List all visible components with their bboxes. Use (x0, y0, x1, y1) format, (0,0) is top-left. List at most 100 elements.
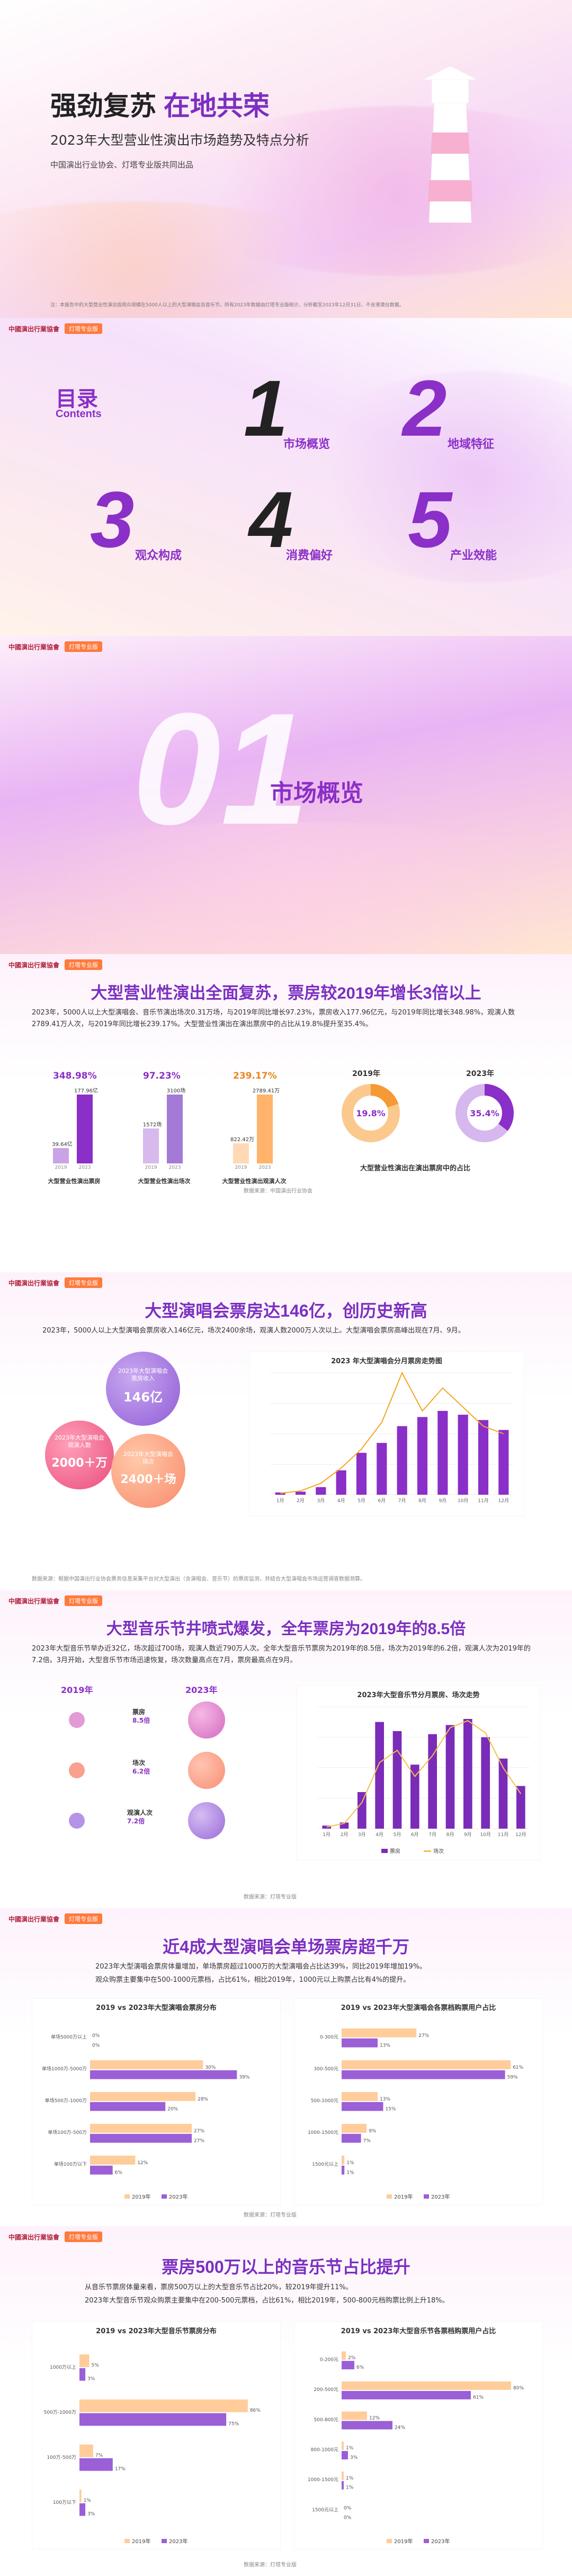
section-wave (0, 822, 572, 954)
bar-value: 0% (92, 2033, 100, 2039)
bar (375, 1722, 384, 1829)
bar-value: 75% (228, 2422, 239, 2427)
bar (516, 1786, 525, 1829)
bar-value: 822.42万 (230, 1137, 254, 1143)
x-tick: 10月 (480, 1832, 490, 1838)
group-label: 大型营业性演出观演人次 (222, 1178, 287, 1185)
x-tick: 10月 (458, 1498, 468, 1504)
bar (342, 2441, 344, 2450)
festival-boxoffice-dist-chart: 2019 vs 2023年大型音乐节票房分布 1000万以上 5% 3% 500万-10… (32, 2322, 281, 2549)
bar (356, 1452, 367, 1495)
category-label: 100万-500万 (47, 2455, 76, 2460)
toc-item-2[interactable]: 2 地域特征 (403, 364, 494, 453)
bar-2019 (143, 1128, 159, 1163)
toc-item-5[interactable]: 5 产业效能 (408, 475, 497, 564)
bar-value: 2% (348, 2356, 356, 2361)
bar-value: 1% (346, 2446, 354, 2451)
bar (428, 1734, 437, 1829)
cover-note: 注：本报告中的大型营业性演出指观众规模在5000人以上的大型演唱会及音乐节。所有… (50, 303, 404, 308)
bar (342, 2070, 505, 2079)
bar-value: 9% (369, 2129, 377, 2134)
festival-row-shows: 场次 6.2倍 (132, 1759, 150, 1776)
slide-body-2: 2023年大型音乐节观众购票主要集中在200-500元票档，占比61%，相比20… (85, 2297, 449, 2305)
x-tick: 12月 (498, 1498, 509, 1504)
bar (410, 1765, 419, 1829)
category-label: 单场100万-500万 (48, 2129, 87, 2136)
toc-item-3[interactable]: 3 观众构成 (90, 475, 182, 564)
bar (342, 2472, 344, 2480)
bar (90, 2165, 113, 2175)
bar (342, 2351, 346, 2360)
bar (79, 2368, 86, 2381)
legend-label: 2019年 (132, 2193, 150, 2200)
bar-value: 1% (346, 2485, 354, 2491)
bar-value: 59% (507, 2075, 518, 2080)
bar-2019 (53, 1148, 69, 1163)
slide-body-1: 2023年大型演唱会票房体量增加，单场票房超过1000万的大型演唱会占比达39%… (95, 1963, 427, 1971)
bar-2023 (257, 1095, 273, 1163)
bar (90, 2156, 136, 2165)
chart-frame (294, 1998, 543, 2205)
bubble-2023 (188, 1752, 225, 1789)
bar (90, 2124, 192, 2133)
legend-label: 2023年 (169, 2193, 187, 2200)
cpaa-logo: 中國演出行業協會 (8, 325, 60, 333)
x-tick: 8月 (446, 1832, 454, 1838)
category-label: 单场100万以下 (54, 2161, 87, 2167)
toc-item-1[interactable]: 1 市场概览 (244, 364, 330, 453)
toc-num: 3 (90, 475, 135, 564)
concerts-slide: 中國演出行業協會 灯塔专业版 大型演唱会票房达146亿，创历史新高 2023年，… (0, 1272, 572, 1590)
bar-value: 1% (346, 2160, 354, 2166)
growth-pct: 348.98% (53, 1071, 97, 1081)
toc-num: 5 (408, 475, 452, 564)
category-label: 单场500万-1000万 (45, 2097, 87, 2104)
legend-swatch (162, 2194, 167, 2199)
festival-price-dist-chart: 2019 vs 2023年大型音乐节各票档购票用户占比 0-200元 2%6% 200… (294, 2322, 543, 2549)
toc-num: 2 (403, 364, 447, 453)
slide-body: 2023年，5000人以上大型演唱会、音乐节演出场次0.31万场，与2019年同… (32, 1009, 515, 1028)
legend-label: 2023年 (431, 2538, 450, 2545)
slide-body: 2023年，5000人以上大型演唱会票房收入146亿元，场次2400余场，观演人… (42, 1327, 465, 1335)
toc-label: 地域特征 (448, 437, 495, 451)
cpaa-logo: 中國演出行業協會 (8, 1279, 60, 1287)
bar-value: 86% (250, 2408, 261, 2413)
concert-price-dist-chart: 2019 vs 2023年大型演唱会各票档购票用户占比 0-300元 27% 13% 3… (294, 1998, 543, 2205)
logo-bar: 中國演出行業協會 灯塔专业版 (8, 2231, 103, 2242)
bar (316, 1487, 326, 1495)
bubble-label: 2023年大型演唱会场次 (123, 1451, 173, 1465)
toc-item-4[interactable]: 4 消费偏好 (249, 480, 333, 562)
legend-swatch (424, 2194, 429, 2199)
bar (339, 1822, 349, 1829)
bubble-value: 2000＋万 (51, 1457, 108, 1470)
x-tick: 6月 (378, 1498, 386, 1504)
x-tick: 5月 (358, 1498, 365, 1504)
category-label: 500-1000元 (311, 2098, 338, 2104)
bar (90, 2092, 196, 2101)
toc-num: 1 (244, 364, 288, 453)
group-label: 大型营业性演出票房 (48, 1178, 101, 1185)
bar (445, 1725, 455, 1829)
bar-value: 27% (194, 2129, 204, 2134)
cover-slide: 强劲复苏 在地共荣 2023年大型营业性演出市场趋势及特点分析 中国演出行业协会… (0, 0, 572, 318)
bar-value: 6% (115, 2171, 123, 2176)
legend-label: 2019年 (394, 2193, 413, 2200)
cpaa-logo: 中國演出行業協會 (8, 2233, 60, 2241)
bar (342, 2381, 511, 2390)
source: 数据来源：灯塔专业版 (244, 2212, 297, 2218)
bar (342, 2165, 345, 2175)
bar (79, 2413, 227, 2426)
x-tick: 2月 (297, 1498, 305, 1504)
logo-bar: 中國演出行業協會 灯塔专业版 (8, 1277, 103, 1288)
damai-logo: 灯塔专业版 (65, 323, 103, 334)
group-label: 大型营业性演出场次 (138, 1178, 191, 1185)
bar-value: 1% (84, 2498, 92, 2503)
bar (90, 2070, 237, 2079)
bar (342, 2451, 348, 2460)
cover-title: 强劲复苏 在地共荣 (50, 91, 270, 121)
bar-value: 6% (356, 2365, 364, 2370)
x-tick: 3月 (317, 1498, 325, 1504)
bar-2019 (233, 1143, 249, 1163)
source: 数据来源：灯塔专业版 (244, 2562, 297, 2568)
donut-2023: 35.4% (455, 1084, 514, 1142)
chart-title: 2023 年大型演唱会分月票房走势图 (331, 1357, 442, 1365)
